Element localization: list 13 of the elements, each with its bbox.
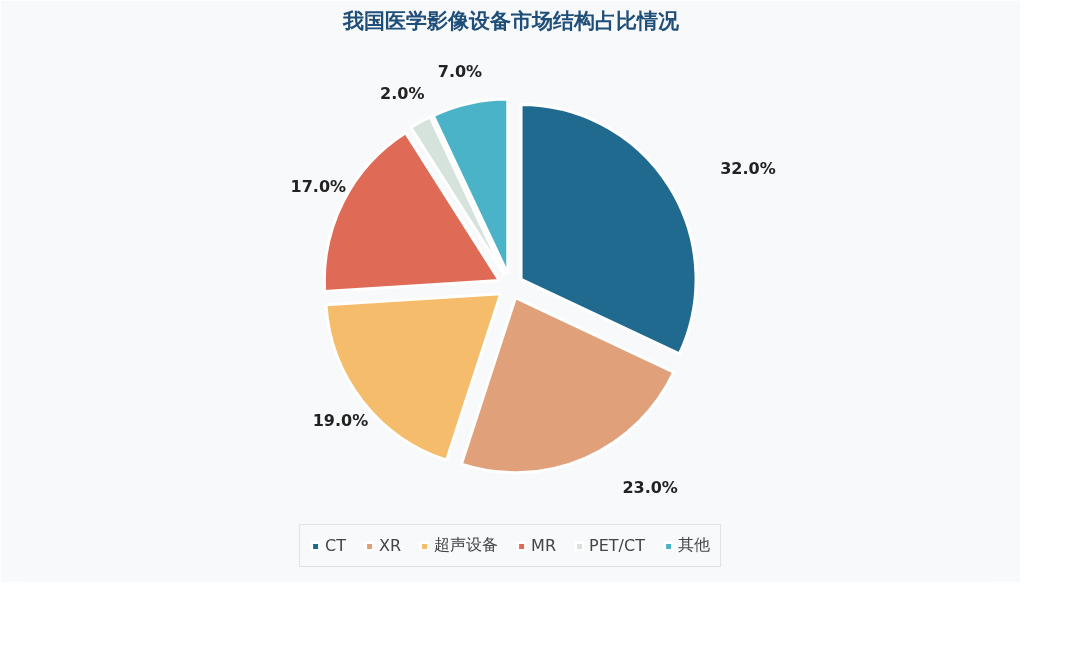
legend-label: CT xyxy=(325,536,347,555)
data-label: 19.0% xyxy=(312,411,369,431)
data-label: 32.0% xyxy=(720,158,776,178)
legend-label: 其他 xyxy=(677,535,710,556)
chart-title: 我国医学影像设备市场结构占比情况 xyxy=(341,7,680,33)
legend-label: MR xyxy=(531,536,557,555)
data-label: 7.0% xyxy=(437,62,483,82)
data-label: 2.0% xyxy=(380,84,425,104)
legend-label: 超声设备 xyxy=(434,535,499,556)
legend-label: XR xyxy=(379,536,402,555)
data-label: 23.0% xyxy=(622,478,678,498)
data-label: 17.0% xyxy=(290,176,347,196)
legend-label: PET/CT xyxy=(589,536,645,555)
